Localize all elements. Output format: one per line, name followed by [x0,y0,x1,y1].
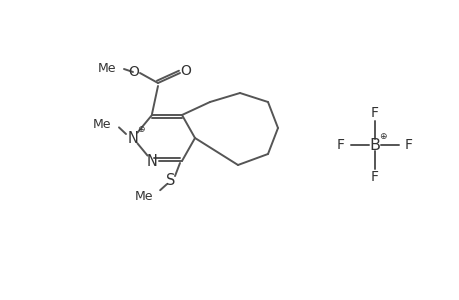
Text: F: F [370,170,378,184]
Text: Me: Me [97,61,116,74]
Text: F: F [370,106,378,120]
Text: ⊕: ⊕ [378,131,386,140]
Text: Me: Me [92,118,111,131]
Text: F: F [404,138,412,152]
Text: Me: Me [134,190,153,203]
Text: N: N [127,130,138,146]
Text: B: B [369,137,380,152]
Text: O: O [180,64,191,78]
Text: N: N [146,154,157,169]
Text: F: F [336,138,344,152]
Text: O: O [128,65,139,79]
Text: S: S [166,172,175,188]
Text: ⊕: ⊕ [137,124,145,134]
